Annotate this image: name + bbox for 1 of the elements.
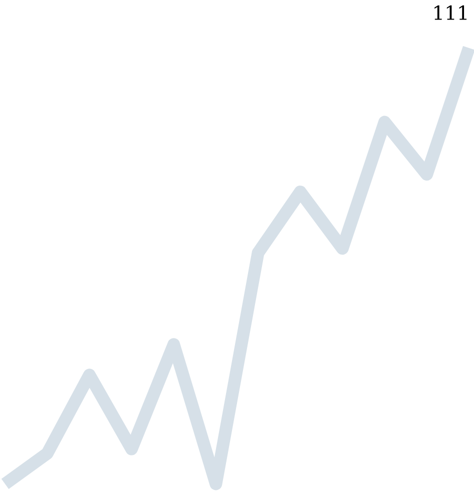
text: 111 [434,5,466,20]
